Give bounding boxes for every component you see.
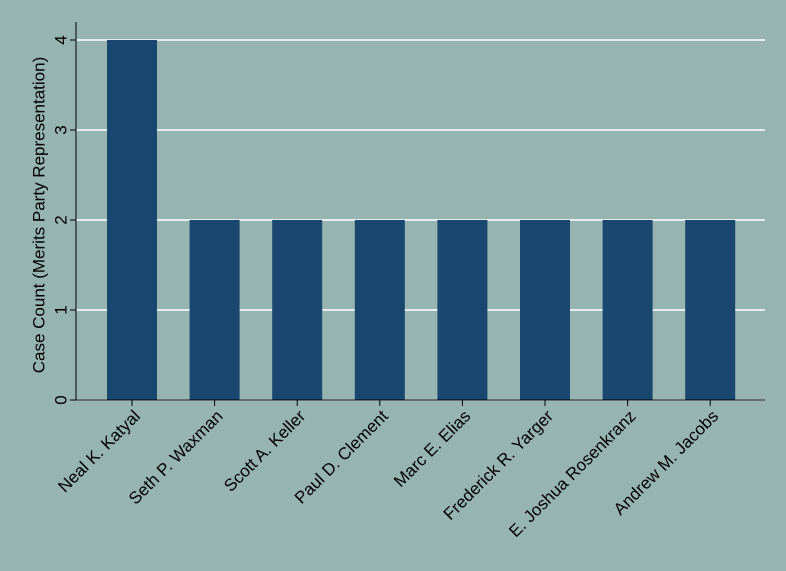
bar [685, 220, 736, 400]
bar [520, 220, 570, 400]
y-axis-title: Case Count (Merits Party Representation) [29, 57, 48, 374]
bar [272, 220, 323, 400]
bar [602, 220, 653, 400]
bar [437, 220, 488, 400]
y-tick-label: 1 [51, 305, 70, 314]
bar [107, 40, 157, 400]
y-tick-label: 4 [51, 35, 70, 44]
y-tick-label: 2 [51, 215, 70, 224]
y-tick-label: 3 [51, 125, 70, 134]
bar [354, 220, 405, 400]
y-tick-label: 0 [51, 395, 70, 404]
bar [189, 220, 240, 400]
